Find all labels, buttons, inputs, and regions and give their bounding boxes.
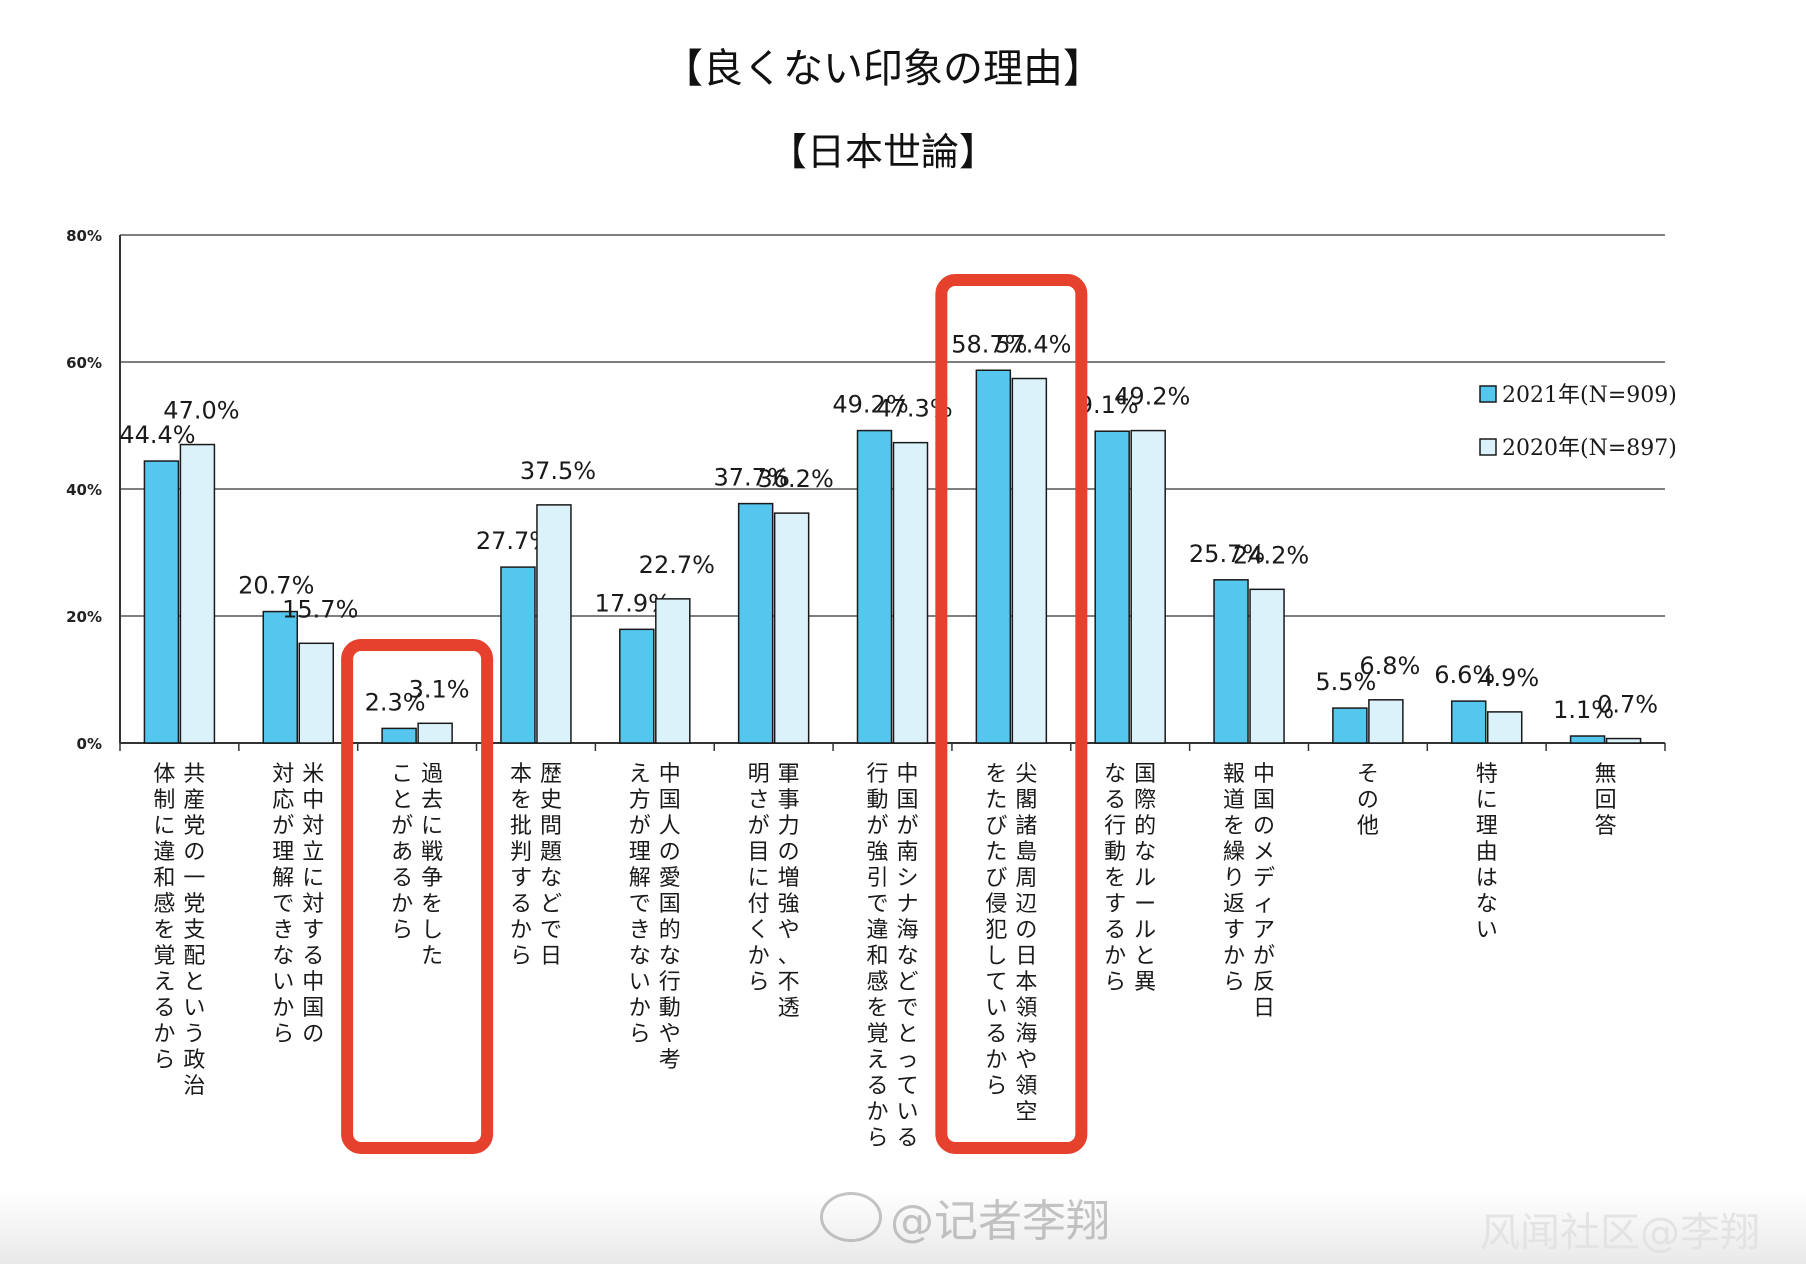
category-label: 中国人の愛国的な行動や考え方が理解できないから [629, 762, 681, 1073]
chart-subtitle: 【日本世論】 [769, 130, 997, 174]
data-label-2021: 58.7% [951, 330, 1027, 358]
category-label: 軍事力の増強や、不透明さが目に付くから [748, 762, 800, 1021]
bar-2021 [1450, 700, 1487, 744]
weibo-watermark-text: @记者李翔 [890, 1196, 1110, 1247]
bar-2020 [655, 598, 691, 744]
bar-2021 [737, 502, 774, 744]
data-label-2021: 20.7% [238, 572, 314, 600]
data-label-2020: 36.2% [758, 465, 834, 493]
bar-2021 [975, 369, 1012, 744]
footer-band [0, 1190, 1806, 1264]
category-label: 過去に戦争をしたことがあるから [391, 762, 443, 969]
data-label-2021: 5.5% [1315, 668, 1376, 696]
y-tick-label: 0% [77, 735, 102, 753]
highlight-box [341, 639, 494, 1154]
bar-2020 [179, 443, 216, 744]
category-label: 中国のメディアが反日報道を繰り返すから [1223, 762, 1275, 1021]
category-label: 特に理由はない [1476, 762, 1498, 943]
bar-2021 [1094, 430, 1130, 744]
weibo-logo-icon [820, 1192, 882, 1242]
bar-2021 [1569, 735, 1606, 744]
bar-2021 [143, 460, 180, 744]
data-label-2020: 6.8% [1359, 652, 1420, 680]
bar-2020 [1368, 699, 1404, 744]
weibo-watermark: @记者李翔 [820, 1185, 1110, 1249]
data-label-2020: 57.4% [995, 331, 1071, 359]
data-label-2020: 4.9% [1478, 664, 1539, 692]
bar-2020 [773, 512, 810, 744]
bar-2021 [619, 628, 655, 744]
y-tick-label: 80% [66, 227, 102, 245]
bar-2021 [1213, 579, 1249, 744]
category-label: その他 [1357, 762, 1379, 839]
data-label-2020: 15.7% [282, 595, 358, 623]
data-label-2020: 3.1% [409, 675, 470, 703]
category-label: 無回答 [1595, 762, 1617, 839]
data-label-2020: 37.5% [520, 457, 596, 485]
legend-label: 2020年(N=897) [1502, 436, 1677, 461]
category-label: 米中対立に対する中国の対応が理解できないから [272, 762, 324, 1047]
data-label-2021: 2.3% [365, 688, 426, 716]
data-label-2021: 49.2% [832, 391, 908, 419]
bar-2020 [892, 441, 929, 744]
data-label-2020: 47.0% [163, 397, 239, 425]
data-label-2021: 25.7% [1189, 540, 1265, 568]
bar-2020 [536, 504, 572, 744]
bar-2021 [856, 429, 893, 744]
data-label-2021: 1.1% [1553, 696, 1614, 724]
category-label: 尖閣諸島周辺の日本領海や領空をたびたび侵犯しているから [985, 762, 1037, 1125]
y-tick-label: 20% [66, 608, 102, 626]
bar-2020 [1130, 429, 1166, 744]
data-label-2021: 37.7% [714, 464, 790, 492]
data-label-2021: 9.1% [1078, 391, 1139, 419]
data-label-2020: 49.2% [1114, 383, 1190, 411]
data-label-2020: 0.7% [1597, 691, 1658, 719]
highlight-box [935, 274, 1088, 1154]
legend-swatch [1479, 438, 1497, 456]
bar-2020 [1605, 737, 1642, 744]
y-tick-label: 60% [66, 354, 102, 372]
bar-2020 [1249, 588, 1285, 744]
bar-2020 [417, 722, 453, 744]
bar-2021 [381, 727, 417, 744]
category-label: 国際的なルールと異なる行動をするから [1104, 762, 1156, 995]
bar-2021 [1332, 707, 1368, 744]
bar-2020 [1011, 377, 1048, 744]
chart-title: 【良くない印象の理由】 [663, 46, 1103, 92]
category-label: 歴史問題などで日本を批判するから [510, 762, 562, 969]
category-label: 中国が南シナ海などでとっている行動が強引で違和感を覚えるから [866, 762, 918, 1151]
y-tick-label: 40% [66, 481, 102, 499]
community-watermark: 风闻社区@李翔 [1480, 1210, 1760, 1256]
data-label-2020: 24.2% [1233, 541, 1309, 569]
data-label-2020: 22.7% [639, 551, 715, 579]
bar-2020 [1486, 711, 1523, 744]
bar-2021 [500, 566, 536, 744]
category-label: 共産党の一党支配という政治体制に違和感を覚えるから [153, 762, 205, 1099]
legend-swatch [1479, 385, 1497, 403]
bar-2020 [298, 642, 335, 744]
legend-label: 2021年(N=909) [1502, 383, 1677, 408]
bar-2021 [262, 610, 299, 744]
data-label-2021: 6.6% [1434, 661, 1495, 689]
